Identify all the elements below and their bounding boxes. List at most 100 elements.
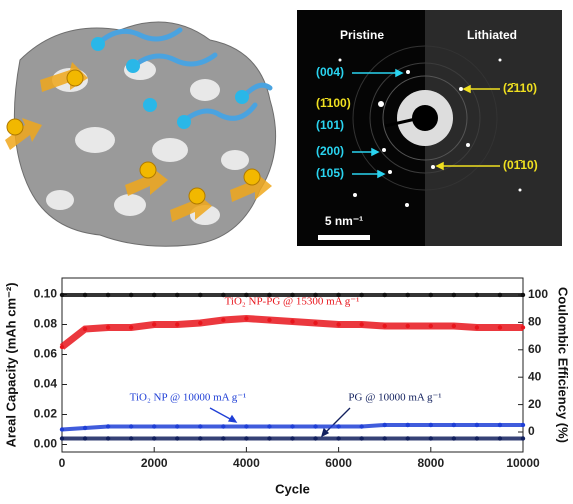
saed-label: Pristine: [340, 28, 384, 42]
data-point: [221, 436, 226, 441]
data-point: [451, 292, 457, 298]
data-point: [336, 292, 341, 298]
data-point: [313, 424, 318, 429]
data-point: [128, 424, 134, 429]
data-point: [336, 424, 341, 429]
y2-tick-label: 100: [528, 287, 548, 301]
data-point: [244, 436, 249, 441]
data-point: [428, 323, 433, 329]
data-point: [313, 436, 318, 441]
data-point: [152, 292, 157, 298]
data-point: [497, 325, 503, 330]
data-point: [59, 436, 65, 441]
x-axis-title: Cycle: [275, 481, 310, 496]
data-point: [175, 292, 180, 298]
data-point: [382, 436, 387, 441]
data-point: [336, 436, 341, 441]
data-point: [267, 317, 272, 323]
data-point: [428, 422, 433, 428]
data-point: [290, 436, 295, 441]
data-point: [221, 292, 226, 298]
data-point: [244, 424, 249, 429]
data-point: [82, 436, 88, 441]
porous-illustration: [5, 21, 277, 247]
x-tick-label: 0: [59, 456, 66, 470]
x-tick-label: 8000: [417, 456, 444, 470]
data-point: [451, 422, 457, 428]
plane-label: (101): [316, 118, 344, 132]
data-point: [244, 292, 249, 298]
data-point: [152, 424, 157, 429]
y-axis-title: Areal Capacity (mAh cm⁻²): [3, 282, 18, 447]
data-point: [474, 325, 480, 330]
data-point: [520, 325, 526, 330]
data-point: [59, 344, 65, 350]
data-point: [497, 422, 503, 428]
data-point: [152, 436, 157, 441]
data-point: [405, 323, 410, 329]
plane-label: (2̄110): [503, 81, 537, 95]
plane-label: (105): [316, 166, 344, 180]
data-point: [405, 436, 410, 441]
data-point: [359, 322, 364, 327]
data-point: [105, 292, 111, 298]
plane-label: (1̄100): [316, 96, 351, 110]
data-point: [198, 292, 203, 298]
data-point: [175, 322, 180, 327]
data-point: [82, 292, 88, 298]
data-point: [290, 292, 295, 298]
data-point: [451, 323, 457, 329]
x-tick-label: 6000: [325, 456, 352, 470]
y-tick-label: 0.08: [34, 317, 58, 331]
data-point: [59, 427, 65, 432]
data-point: [198, 424, 203, 429]
annotation-arrow: [320, 407, 351, 438]
data-point: [175, 424, 180, 429]
data-point: [128, 292, 134, 298]
data-point: [359, 424, 364, 429]
saed-label: Lithiated: [467, 28, 517, 42]
x-tick-label: 4000: [233, 456, 260, 470]
annotation: PG @ 10000 mA g⁻¹: [348, 392, 441, 404]
data-point: [497, 292, 503, 298]
data-point: [428, 436, 433, 441]
data-point: [105, 325, 111, 330]
data-point: [290, 319, 295, 324]
data-point: [267, 436, 272, 441]
plot-frame: [61, 277, 524, 453]
data-point: [497, 436, 503, 441]
y-tick-label: 0.04: [34, 377, 58, 391]
data-point: [267, 292, 272, 298]
data-point: [474, 422, 480, 428]
data-point: [405, 422, 410, 428]
data-point: [428, 292, 433, 298]
data-point: [520, 436, 526, 441]
data-point: [152, 322, 157, 327]
data-point: [82, 326, 88, 332]
data-point: [290, 424, 295, 429]
y-tick-label: 0.06: [34, 347, 58, 361]
data-point: [128, 436, 134, 441]
y2-tick-label: 80: [528, 315, 542, 329]
data-point: [313, 292, 318, 298]
y-tick-label: 0.00: [34, 437, 58, 451]
plane-label: (01̄10): [503, 158, 538, 172]
data-point: [313, 320, 318, 326]
data-point: [382, 323, 387, 329]
data-point: [82, 425, 88, 431]
data-point: [105, 436, 111, 441]
data-point: [520, 292, 526, 298]
data-point: [221, 317, 226, 323]
data-point: [244, 316, 249, 321]
annotation-arrow: [209, 407, 238, 423]
y2-tick-label: 60: [528, 342, 542, 356]
plane-label: (200): [316, 144, 344, 158]
y-tick-label: 0.02: [34, 407, 58, 421]
data-point: [474, 292, 480, 298]
data-point: [128, 325, 134, 330]
y2-tick-label: 0: [528, 424, 535, 438]
data-point: [336, 322, 341, 327]
data-point: [405, 292, 410, 298]
